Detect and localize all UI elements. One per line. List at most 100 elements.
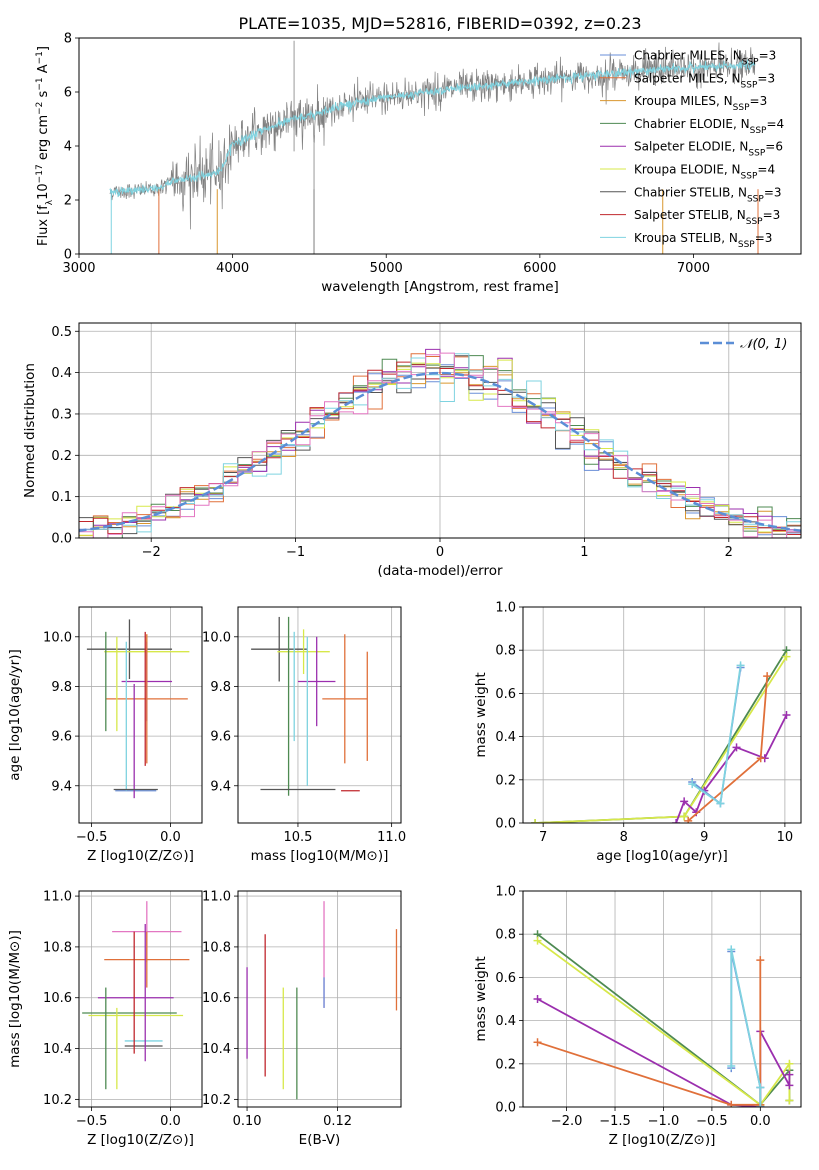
y-tick-label: 0 [64, 248, 72, 263]
y-tick-label: 11.0 [43, 890, 72, 905]
legend-label: Kroupa MILES, NSSP=3 [634, 94, 767, 113]
y-tick-label: 10.8 [43, 940, 72, 955]
data-point-marker [533, 1038, 542, 1047]
y-tick-label: 0.6 [495, 971, 516, 986]
y-axis-label: mass weight [473, 672, 489, 757]
x-tick-label: 0 [436, 545, 444, 560]
x-axis-label: E(B-V) [299, 1132, 341, 1148]
x-axis-label: (data-model)/error [377, 563, 503, 579]
y-tick-label: 0.3 [51, 407, 72, 422]
y-tick-label: 0.5 [51, 325, 72, 340]
y-tick-label: 10.0 [43, 630, 72, 645]
x-tick-label: 0.12 [323, 1114, 352, 1129]
x-tick-label: 6000 [523, 261, 556, 276]
data-point-marker [533, 995, 542, 1003]
legend-label: Salpeter MILES, NSSP=3 [634, 71, 775, 90]
legend-label: Salpeter ELODIE, NSSP=6 [634, 140, 783, 159]
y-tick-label: 0.0 [495, 1101, 516, 1116]
y-tick-label: 1.0 [495, 601, 516, 616]
legend-label: 𝒩(0, 1) [740, 337, 787, 352]
mass-weight-line [730, 951, 762, 1107]
x-tick-label: 10 [777, 830, 794, 845]
data-point-marker [680, 797, 689, 806]
y-tick-label: 0.2 [51, 449, 72, 464]
histogram-series [79, 353, 801, 538]
y-axis-label: Normed distribution [22, 363, 38, 498]
x-tick-label: 10.5 [283, 830, 312, 845]
y-tick-label: 0.0 [51, 532, 72, 547]
mass-weight-line [537, 960, 762, 1106]
model-spectrum-line [109, 59, 756, 198]
y-tick-label: 10.2 [43, 1093, 72, 1108]
x-axis-label: age [log10(age/yr)] [596, 848, 728, 864]
x-tick-label: −1.0 [648, 1114, 680, 1129]
age-vs-mass-panel: 10.5 11.0 9.4 9.6 9.8 10.0 mass [log10(M/M⊙)] [202, 606, 406, 864]
data-point-marker [756, 754, 765, 763]
x-axis-label: Z [log10(Z/Z⊙)] [87, 1132, 194, 1148]
x-tick-label: 8 [620, 830, 628, 845]
y-tick-label: 9.4 [210, 779, 231, 794]
mass-weight-line [730, 949, 762, 1107]
data-point-marker [736, 661, 745, 670]
y-tick-label: 0.6 [495, 687, 516, 702]
y-tick-label: 9.6 [51, 730, 72, 745]
mass-weight-vs-Z-panel: −2.0 −1.5 −1.0 −0.5 0.0 0.0 0.2 0.4 0.6 0.8 1.0 Z [… [473, 885, 802, 1148]
data-point-marker [680, 812, 689, 821]
data-point-marker [688, 780, 697, 789]
y-tick-label: 0.0 [495, 817, 516, 832]
legend-label: Chabrier ELODIE, NSSP=4 [634, 117, 784, 136]
data-point-marker [732, 743, 741, 752]
data-point-marker [785, 1081, 794, 1090]
age-vs-Z-plot-area [86, 619, 190, 799]
y-tick-label: 0.4 [495, 730, 516, 745]
y-axis-label: age [log10(age/yr)] [7, 649, 23, 781]
data-point-marker [785, 1059, 794, 1068]
x-tick-label: 1 [580, 545, 588, 560]
x-tick-label: −1 [286, 545, 305, 560]
axes-frame [522, 890, 802, 1108]
x-tick-label: 0.0 [160, 830, 181, 845]
y-tick-label: 6 [64, 86, 72, 101]
legend-label: Salpeter STELIB, NSSP=3 [634, 208, 780, 227]
data-point-marker [684, 816, 693, 823]
mass-vs-Z-plot-area [82, 901, 190, 1090]
y-tick-label: 10.2 [202, 1093, 231, 1108]
data-point-marker [782, 711, 791, 719]
x-tick-label: 7000 [677, 261, 710, 276]
y-axis-label: Flux [fλ10−17 erg cm−2 s−1 A−1] [35, 46, 55, 246]
x-axis-label: Z [log10(Z/Z⊙)] [87, 848, 194, 864]
residuals-plot-area [79, 348, 801, 538]
axes-frame [237, 890, 402, 1108]
y-tick-label: 0.4 [495, 1014, 516, 1029]
x-tick-label: 2 [725, 545, 733, 560]
x-tick-label: 0.0 [750, 1114, 771, 1129]
data-point-marker [727, 1100, 736, 1107]
y-axis-label: mass [log10(M/M⊙)] [7, 930, 23, 1068]
y-tick-label: 0.8 [495, 644, 516, 659]
age-vs-mass-plot-area [251, 616, 368, 796]
x-axis-label: mass [log10(M/M⊙)] [251, 848, 389, 864]
x-tick-label: −0.5 [76, 830, 108, 845]
data-point-marker [763, 672, 772, 681]
y-tick-label: 10.6 [202, 991, 231, 1006]
age-vs-Z-panel: −0.5 0.0 9.4 9.6 9.8 10.0 Z [log10(Z/Z⊙)] age [… [7, 606, 203, 864]
y-tick-label: 2 [64, 194, 72, 209]
y-tick-label: 11.0 [202, 890, 231, 905]
mass-weight-line [535, 656, 788, 823]
x-tick-label: 0.10 [233, 1114, 262, 1129]
axes-frame [237, 606, 402, 824]
axes-frame [78, 322, 802, 539]
mass-weight-vs-Z-plot-area [533, 930, 794, 1107]
y-tick-label: 10.4 [202, 1042, 231, 1057]
figure-title: PLATE=1035, MJD=52816, FIBERID=0392, z=0… [238, 14, 641, 33]
legend-label: Chabrier STELIB, NSSP=3 [634, 185, 782, 204]
x-tick-label: −0.5 [696, 1114, 728, 1129]
data-point-marker [716, 799, 725, 808]
spectrum-plot-area [109, 40, 759, 254]
y-tick-label: 0.1 [51, 490, 72, 505]
y-tick-label: 0.8 [495, 928, 516, 943]
y-tick-label: 0.2 [495, 1057, 516, 1072]
data-point-marker [756, 956, 765, 965]
x-tick-label: 3000 [62, 261, 95, 276]
x-tick-label: −1.5 [599, 1114, 631, 1129]
